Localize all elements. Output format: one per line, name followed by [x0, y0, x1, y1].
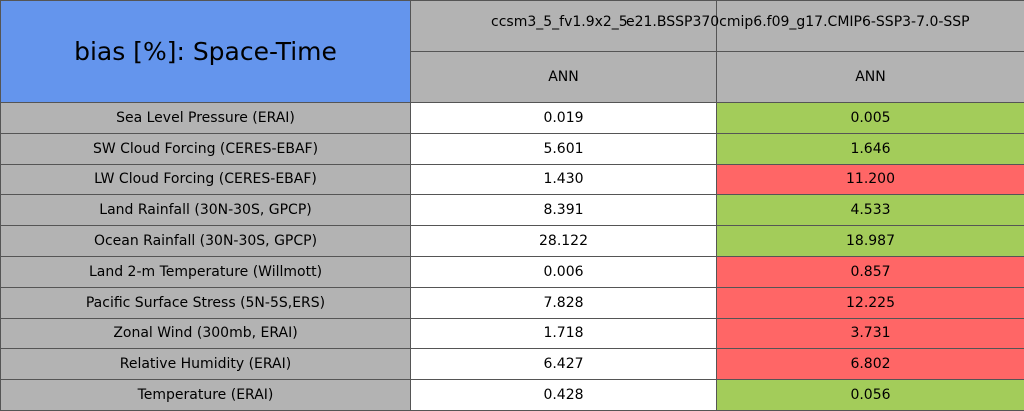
row-label: Zonal Wind (300mb, ERAI): [0, 317, 411, 350]
row-label: Land Rainfall (30N-30S, GPCP): [0, 194, 411, 227]
value-cell: 0.019: [410, 102, 717, 134]
row-label: Pacific Surface Stress (5N-5S,ERS): [0, 286, 411, 319]
value-cell: 4.533: [716, 194, 1024, 227]
value-cell: 7.828: [410, 286, 717, 319]
season-header: ANN: [716, 51, 1024, 103]
value-cell: 0.005: [716, 102, 1024, 134]
value-cell: 5.601: [410, 132, 717, 165]
row-label: SW Cloud Forcing (CERES-EBAF): [0, 132, 411, 165]
row-label: Relative Humidity (ERAI): [0, 348, 411, 381]
value-cell: 6.802: [716, 348, 1024, 381]
value-cell: 6.427: [410, 348, 717, 381]
value-cell: 3.731: [716, 317, 1024, 350]
row-label: Land 2-m Temperature (Willmott): [0, 256, 411, 288]
value-cell: 1.646: [716, 132, 1024, 165]
row-label: LW Cloud Forcing (CERES-EBAF): [0, 163, 411, 196]
value-cell: 0.056: [716, 379, 1024, 411]
value-cell: 11.200: [716, 163, 1024, 196]
value-cell: 1.718: [410, 317, 717, 350]
row-label: Ocean Rainfall (30N-30S, GPCP): [0, 225, 411, 257]
table-title: bias [%]: Space-Time: [0, 0, 411, 103]
row-label: Temperature (ERAI): [0, 379, 411, 411]
value-cell: 0.006: [410, 256, 717, 288]
value-cell: 12.225: [716, 286, 1024, 319]
value-cell: 18.987: [716, 225, 1024, 257]
season-header: ANN: [410, 51, 717, 103]
column-name: ccsm3_5_fv1.9x2_5: [491, 14, 628, 30]
value-cell: 1.430: [410, 163, 717, 196]
value-cell: 0.857: [716, 256, 1024, 288]
row-label: Sea Level Pressure (ERAI): [0, 102, 411, 134]
value-cell: 28.122: [410, 225, 717, 257]
column-name: e21.BSSP370cmip6.f09_g17.CMIP6-SSP3-7.0-…: [626, 14, 970, 30]
value-cell: 0.428: [410, 379, 717, 411]
value-cell: 8.391: [410, 194, 717, 227]
